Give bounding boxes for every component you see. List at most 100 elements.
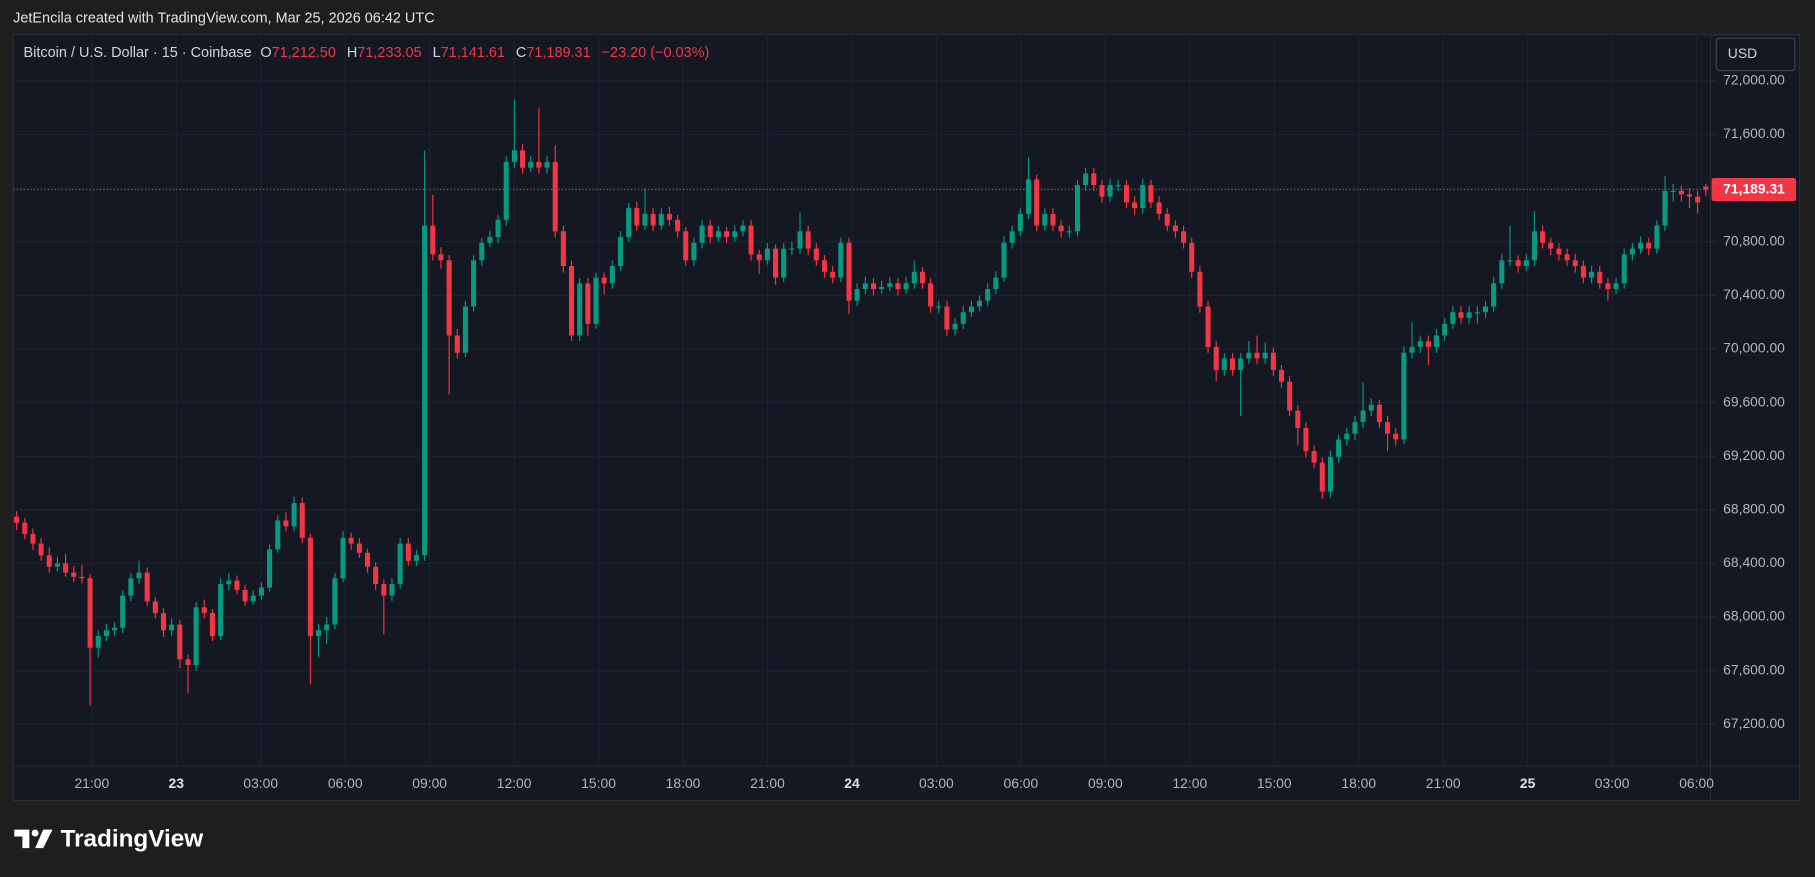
candle-body <box>144 572 150 602</box>
candle-body <box>1058 225 1064 232</box>
candle-body <box>846 242 852 301</box>
candle-body <box>748 225 754 255</box>
candle-body <box>650 213 656 226</box>
brand: TradingView <box>61 825 204 852</box>
candle-body <box>1197 271 1203 307</box>
open-label: O <box>260 45 271 61</box>
candle-body <box>1123 185 1129 203</box>
candle-body <box>960 312 966 324</box>
candle-body <box>764 248 770 261</box>
candle-body <box>1686 194 1693 197</box>
candle-body <box>422 225 428 556</box>
candle-body <box>1540 231 1546 243</box>
candle-body <box>1319 462 1325 492</box>
x-tick-label: 18:00 <box>666 775 701 791</box>
candle-body <box>1091 173 1097 186</box>
candle-body <box>267 549 273 588</box>
candle-body <box>95 636 101 648</box>
last-price-label: 71,189.31 <box>1723 180 1785 196</box>
candle-body <box>1580 266 1586 278</box>
x-tick-label: 06:00 <box>1004 775 1039 791</box>
candle-body <box>1638 242 1644 249</box>
candles <box>14 99 1709 706</box>
candle-body <box>1417 341 1423 347</box>
candle-body <box>642 213 648 226</box>
candle-body <box>128 578 134 596</box>
candle-body <box>54 563 60 567</box>
candle-body <box>487 237 493 243</box>
candle-body <box>120 595 126 628</box>
candle-body <box>1074 185 1081 232</box>
candle-body <box>1572 260 1578 267</box>
candle-body <box>1360 410 1366 423</box>
candle-body <box>617 237 624 267</box>
candle-body <box>332 578 338 625</box>
candle-body <box>201 607 207 614</box>
candle-body <box>1556 248 1562 255</box>
axes: 72,000.0071,600.0071,200.0070,800.0070,4… <box>13 72 1797 791</box>
candle-body <box>152 601 158 614</box>
candle-body <box>397 543 403 585</box>
candle-body <box>364 552 371 567</box>
candle-body <box>813 248 819 261</box>
candle-body <box>1140 185 1146 209</box>
currency[interactable]: USD <box>1728 45 1757 61</box>
candle-body <box>666 213 672 220</box>
candle-body <box>299 503 305 538</box>
candle-body <box>160 613 167 631</box>
candle-body <box>1238 358 1244 371</box>
candle-body <box>1474 312 1480 314</box>
candle-body <box>1499 260 1505 284</box>
candle-body <box>1646 242 1652 249</box>
grid <box>13 34 1711 766</box>
candle-body <box>495 219 501 238</box>
candle-body <box>756 254 762 261</box>
brand-logo <box>14 829 53 849</box>
candle-body <box>585 283 591 324</box>
high-value: 71,233.05 <box>357 45 421 61</box>
candle-body <box>1393 433 1399 440</box>
y-tick-label: 69,600.00 <box>1723 393 1785 409</box>
x-tick-label: 15:00 <box>1257 775 1292 791</box>
x-tick-label: 03:00 <box>919 775 954 791</box>
open-value: 71,212.50 <box>272 45 336 61</box>
candle-body <box>1229 358 1236 371</box>
candle-body <box>601 277 607 284</box>
candle-body <box>14 516 20 523</box>
candle-body <box>389 584 395 596</box>
candle-body <box>22 522 28 534</box>
candle-body <box>821 260 828 272</box>
candle-body <box>1181 231 1187 243</box>
candle-body <box>838 242 844 278</box>
candle-body <box>1466 312 1472 319</box>
candle-body <box>1311 451 1317 463</box>
candle-body <box>1221 358 1227 371</box>
candle-body <box>185 659 191 666</box>
symbol: Bitcoin / U.S. Dollar · 15 · Coinbase <box>24 45 252 61</box>
candle-body <box>1025 179 1032 214</box>
candle-body <box>71 572 77 577</box>
candle-body <box>715 231 721 238</box>
x-tick-label: 03:00 <box>243 775 278 791</box>
candle-body <box>773 248 779 278</box>
candle-body <box>1629 248 1635 255</box>
currency-button[interactable] <box>1715 37 1796 72</box>
candle-body <box>46 555 52 567</box>
candle-body <box>1336 439 1342 457</box>
x-tick-label: 09:00 <box>1088 775 1123 791</box>
candle-body <box>1401 352 1407 440</box>
candle-body <box>283 520 289 527</box>
candle-body <box>1213 346 1219 371</box>
x-tick-label: 09:00 <box>412 775 447 791</box>
candle-body <box>577 283 583 336</box>
candle-body <box>634 208 640 226</box>
x-tick-label: 06:00 <box>1679 775 1714 791</box>
candle-body <box>895 283 901 290</box>
candle-body <box>1368 404 1374 411</box>
candle-body <box>1132 202 1138 209</box>
candle-body <box>1164 213 1170 226</box>
candle-body <box>805 231 811 249</box>
candle-body <box>1344 433 1350 440</box>
x-tick-label: 06:00 <box>328 775 363 791</box>
candle-body <box>1548 242 1554 249</box>
